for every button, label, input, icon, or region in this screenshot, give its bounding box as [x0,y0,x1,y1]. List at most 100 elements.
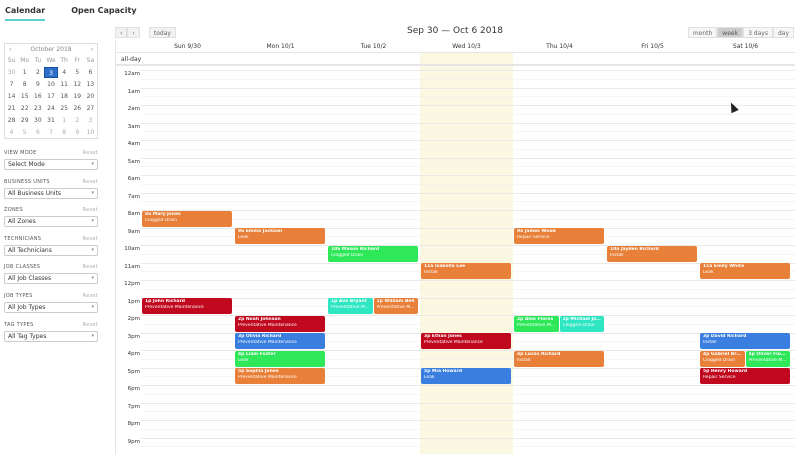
mini-day[interactable]: 8 [22,81,27,88]
calendar-event[interactable]: 10a Mason Richard Clogged Drain [328,245,418,262]
mini-day[interactable]: 13 [86,81,95,88]
mini-day[interactable]: 21 [7,105,16,112]
mini-day[interactable]: 18 [60,93,68,100]
view-week-button[interactable]: week [717,27,744,38]
filter-select[interactable]: All Tag Types ▾ [4,330,98,342]
mini-day[interactable]: 1 [22,69,27,76]
mini-day[interactable]: 27 [86,105,95,112]
mini-day[interactable]: 2 [35,69,40,76]
mini-day[interactable]: 6 [88,69,93,76]
mini-day[interactable]: 22 [20,105,29,112]
filter-label-row: VIEW MODE Reset [4,150,98,156]
mini-day[interactable]: 5 [75,69,80,76]
filter-select[interactable]: All Business Units ▾ [4,187,98,199]
mini-day[interactable]: 23 [34,105,42,112]
mini-day[interactable]: 3 [88,117,93,124]
mini-day[interactable]: 31 [47,117,55,124]
mini-day[interactable]: 24 [47,105,55,112]
event-title: 3p David Richard [703,334,747,339]
half-hour-gridline [141,411,795,413]
next-week-button[interactable]: › [127,27,140,38]
mini-day[interactable]: 28 [7,117,16,124]
calendar-event[interactable]: 1p John Richard Preventative Maintenance [142,298,232,314]
mini-day[interactable]: 25 [60,105,68,112]
mini-day[interactable]: 9 [35,81,40,88]
event-title: 4p Liam Foster [238,351,276,357]
event-job-type: Preventative Maintenance [238,375,297,380]
mini-day[interactable]: 4 [9,129,14,136]
mini-day[interactable]: 1 [62,117,67,124]
filter-reset-link[interactable]: Reset [82,235,98,242]
calendar-event[interactable]: 4p Liam Foster Leak [235,350,325,367]
calendar-event[interactable]: 2p Noah Johnson Preventative Maintenance [235,315,325,332]
event-title: 10a Mason Richard [331,246,380,252]
event-title: 9a Emma Jackson [238,229,283,234]
mini-day[interactable]: 20 [86,93,95,100]
filter-select[interactable]: All Technicians ▾ [4,244,98,256]
mini-day[interactable]: 10 [47,81,55,88]
tab-open-capacity[interactable]: Open Capacity [71,6,137,15]
mini-day[interactable]: 5 [22,129,27,136]
mini-day[interactable]: 4 [62,69,67,76]
calendar-event[interactable]: 5p Sophia Jones Preventative Maintenance [235,368,325,384]
event-title: 1p Ava Bryant [331,299,367,304]
mini-day[interactable]: 19 [73,93,82,100]
calendar-event[interactable]: 3p Ethan Jones Preventative Maintenance [421,333,511,349]
prev-week-button[interactable]: ‹ [115,27,128,38]
calendar-event[interactable]: 11a Isabella Lee Install [421,263,511,279]
filter-reset-link[interactable]: Reset [82,150,98,156]
mini-day[interactable]: 2 [75,117,80,124]
mini-next-month-button[interactable]: › [90,46,93,53]
filter-select[interactable]: All Job Types ▾ [4,302,98,313]
mini-day[interactable]: 8 [62,129,67,136]
mini-day[interactable]: 30 [7,69,16,76]
mini-prev-month-button[interactable]: ‹ [9,46,12,53]
calendar-event[interactable]: 11a Emily White Leak [700,263,790,279]
tab-calendar[interactable]: Calendar [5,6,46,21]
mini-day[interactable]: 11 [60,81,68,88]
mini-day[interactable]: 29 [20,117,29,124]
calendar-event[interactable]: 3p Olivia Richard Preventative Maintenanc… [235,333,325,349]
filter-select[interactable]: Select Mode ▾ [4,159,98,170]
filter-reset-link[interactable]: Reset [82,264,98,271]
calendar-event[interactable]: 5p Henry Howard Repair Service [700,368,790,384]
mini-day[interactable]: 14 [7,93,16,100]
filter-select[interactable]: All Zones ▾ [4,216,98,228]
calendar-event[interactable]: 10a Jayden Richard Install [607,245,697,262]
calendar-event[interactable]: 9a Emma Jackson Leak [235,228,325,244]
view-3-days-button[interactable]: 3 days [743,27,773,38]
filter-reset-link[interactable]: Reset [82,178,98,185]
view-day-button[interactable]: day [772,27,794,38]
mini-day[interactable]: 6 [35,129,40,136]
calendar-event[interactable]: 3p David Richard Install [700,333,790,349]
hour-gridline [141,70,795,71]
calendar-event[interactable]: 8a Mary Jones Clogged Drain [142,210,232,227]
filter-select[interactable]: All Job Classes ▾ [4,273,98,285]
filter-reset-link[interactable]: Reset [82,207,98,214]
today-button[interactable]: today [148,27,176,38]
calendar-event[interactable]: 2p Michael Jones Clogged Drain [559,315,604,332]
mini-day[interactable]: 7 [49,129,53,136]
hour-label: 6am [127,176,140,182]
mini-day[interactable]: 15 [20,93,29,100]
calendar-event[interactable]: 5p Mia Howard Leak [421,368,511,384]
mini-day[interactable]: 17 [47,93,55,100]
mini-day[interactable]: 26 [73,105,82,112]
mini-day[interactable]: 10 [86,129,95,136]
filter-reset-link[interactable]: Reset [82,293,98,299]
calendar-event[interactable]: 4p Gabriel BryantClogged Drain [700,350,745,367]
view-month-button[interactable]: month [687,27,718,38]
filter-reset-link[interactable]: Reset [82,321,98,328]
mini-day[interactable]: 30 [34,117,42,124]
mini-day[interactable]: 7 [9,81,14,88]
calendar-event[interactable]: 4p Lucas Richard Install [514,350,604,367]
mini-day[interactable]: 9 [75,129,80,136]
mini-day[interactable]: 16 [34,93,42,100]
mini-day[interactable]: 12 [73,81,82,88]
mini-day[interactable]: 3 [44,67,58,78]
calendar-event[interactable]: 9a James Wood Repair Service [514,228,604,244]
